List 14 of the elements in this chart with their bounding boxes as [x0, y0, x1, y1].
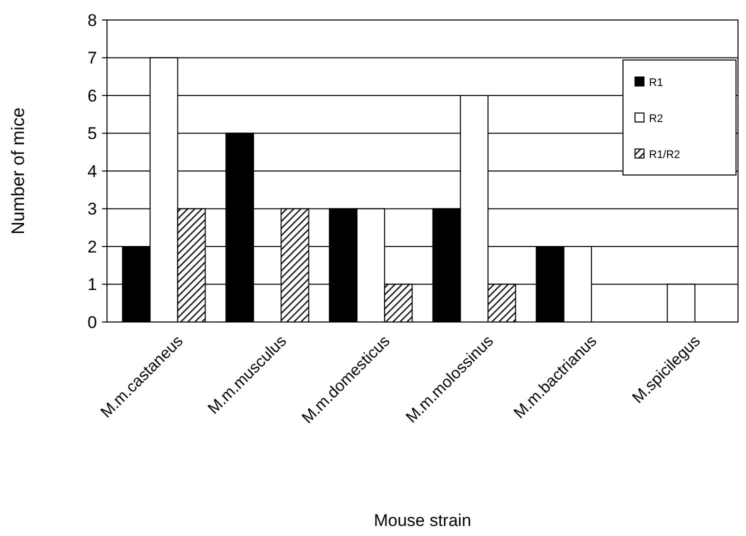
y-tick-label: 4	[88, 162, 97, 181]
y-tick-label: 5	[88, 124, 97, 144]
x-axis-title: Mouse strain	[374, 511, 472, 530]
y-axis-title: Number of mice	[8, 107, 28, 235]
y-tick-label: 0	[88, 312, 97, 332]
y-tick-label: 3	[88, 200, 97, 219]
y-tick-label: 8	[88, 10, 97, 30]
y-tick-label: 2	[88, 237, 97, 256]
y-tick-label: 6	[88, 86, 97, 106]
legend-label: R1	[649, 76, 664, 89]
y-tick-label: 7	[88, 48, 97, 68]
legend-label: R2	[649, 112, 664, 125]
legend-label: R1/R2	[649, 148, 680, 161]
y-tick-label: 1	[88, 275, 97, 294]
